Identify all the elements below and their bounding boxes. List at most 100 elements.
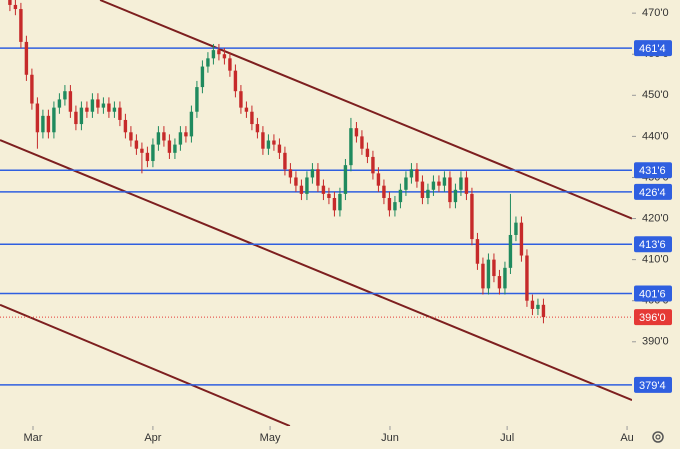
price-badge: [634, 183, 672, 200]
candle-body: [30, 74, 34, 104]
y-tick-label: 470'0: [642, 7, 669, 19]
candle-body: [156, 132, 161, 145]
x-tick-label: May: [260, 432, 281, 444]
candle-body: [530, 300, 535, 309]
price-badge-label: 401'6: [639, 288, 666, 300]
candle-body: [266, 140, 271, 149]
candle-body: [481, 263, 485, 289]
candle-body: [57, 99, 62, 108]
candle-body: [24, 41, 29, 75]
price-badge: [634, 40, 672, 57]
candle-body: [464, 177, 469, 194]
candle-body: [222, 54, 227, 59]
candle-body: [184, 132, 188, 137]
price-badge: [634, 236, 672, 253]
candle-body: [19, 9, 23, 42]
candle-body: [173, 144, 177, 153]
candle-body: [360, 136, 364, 149]
candle-body: [283, 152, 287, 170]
candle-body: [123, 119, 128, 133]
price-badge-label: 426'4: [639, 187, 666, 199]
candle-body: [349, 128, 353, 166]
candle-body: [63, 91, 67, 100]
price-badge-label: 379'4: [639, 380, 666, 392]
candle-body: [387, 198, 392, 211]
candle-body: [272, 140, 276, 145]
candle-body: [514, 222, 518, 235]
candle-body: [492, 259, 496, 277]
candle-body: [85, 107, 89, 112]
candle-body: [178, 132, 183, 145]
candle-body: [233, 70, 238, 92]
candle-body: [206, 58, 210, 67]
candle-body: [503, 267, 507, 289]
candle-body: [415, 169, 419, 182]
candle-body: [437, 181, 441, 186]
candle-body: [239, 91, 243, 108]
candle-body: [129, 132, 133, 141]
y-tick-label: 410'0: [642, 254, 669, 266]
candle-body: [508, 234, 513, 268]
settings-icon[interactable]: [652, 431, 664, 443]
candle-body: [332, 198, 337, 211]
trend-line: [0, 139, 632, 402]
price-badge-label: 396'0: [639, 312, 666, 324]
candle-body: [101, 103, 106, 108]
candle-body: [112, 107, 117, 112]
candle-body: [145, 152, 150, 162]
candle-body: [382, 185, 386, 199]
x-tick-label: Mar: [24, 432, 43, 444]
candle-body: [90, 99, 95, 112]
candle-body: [189, 111, 194, 137]
candle-body: [431, 181, 436, 190]
candle-body: [398, 189, 403, 203]
candle-body: [299, 185, 304, 194]
candle-body: [327, 193, 331, 199]
x-tick-label: Apr: [144, 432, 161, 444]
candle-body: [167, 140, 172, 153]
price-badge-label: 461'4: [639, 43, 666, 55]
candle-body: [442, 177, 447, 186]
candle-body: [497, 276, 502, 289]
axes: 390'0400'0410'0420'0430'0440'0450'0460'0…: [24, 7, 672, 444]
y-tick-label: 420'0: [642, 212, 669, 224]
candle-body: [277, 144, 282, 153]
candle-body: [195, 87, 199, 112]
trend-line: [0, 303, 291, 426]
candle-body: [448, 177, 452, 203]
candle-body: [288, 169, 293, 178]
candle-body: [536, 304, 540, 309]
candle-body: [255, 124, 260, 133]
candle-body: [316, 169, 320, 186]
candle-body: [486, 259, 491, 289]
price-badge: [634, 162, 672, 179]
candle-body: [118, 107, 122, 120]
candle-body: [376, 173, 381, 186]
price-badge-label: 431'6: [639, 165, 666, 177]
price-badge: [634, 309, 672, 326]
gear[interactable]: [652, 431, 664, 443]
candle-body: [393, 202, 397, 211]
candle-body: [134, 140, 139, 149]
candle-body: [420, 181, 425, 199]
candle-body: [200, 66, 205, 88]
plot-area: [0, 0, 632, 426]
candle-body: [8, 0, 12, 5]
candle-body: [79, 107, 84, 125]
candle-body: [470, 193, 474, 240]
x-tick-label: Au: [620, 432, 633, 444]
x-tick-label: Jul: [500, 432, 514, 444]
candle-body: [426, 189, 430, 199]
candle-body: [354, 128, 359, 137]
candle-body: [140, 148, 144, 153]
candle-body: [404, 177, 408, 190]
candle-body: [371, 156, 375, 174]
candle-body: [321, 185, 326, 194]
candle-body: [365, 148, 370, 157]
x-tick-label: Jun: [381, 432, 399, 444]
candle-body: [541, 304, 546, 318]
candle-body: [310, 169, 315, 178]
candle-body: [525, 255, 529, 301]
gear-hub[interactable]: [655, 434, 661, 440]
